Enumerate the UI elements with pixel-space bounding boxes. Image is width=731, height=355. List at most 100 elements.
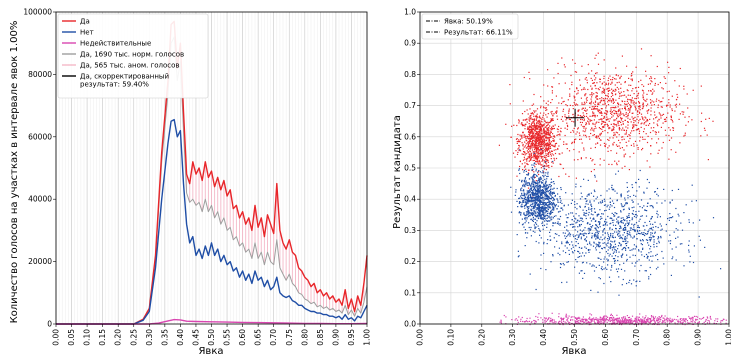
- right-scatter-point: [528, 214, 530, 216]
- right-scatter-point: [615, 268, 618, 270]
- right-scatter-point: [538, 210, 541, 212]
- right-scatter-point: [528, 123, 530, 125]
- right-scatter-point: [669, 106, 671, 108]
- right-scatter-point: [590, 157, 592, 159]
- right-scatter-point: [671, 248, 673, 250]
- right-scatter-point: [595, 95, 597, 97]
- right-scatter-point: [604, 224, 606, 226]
- right-scatter-point: [542, 208, 544, 210]
- right-scatter-point: [586, 96, 588, 99]
- right-scatter-point: [688, 249, 690, 251]
- right-scatter-point: [535, 133, 537, 135]
- right-scatter-point: [538, 159, 540, 161]
- right-y-tick-label: 0.6: [404, 132, 416, 141]
- right-scatter-point: [597, 319, 599, 321]
- right-scatter-point: [650, 110, 652, 112]
- right-scatter-point: [609, 253, 611, 255]
- right-scatter-point: [577, 256, 579, 258]
- right-scatter-point: [523, 156, 525, 158]
- right-scatter-point: [547, 198, 550, 200]
- right-scatter-point: [542, 214, 545, 216]
- right-scatter-point: [540, 217, 543, 219]
- right-scatter-point: [650, 227, 653, 229]
- right-scatter-point: [545, 198, 547, 200]
- right-scatter-point: [698, 321, 700, 323]
- right-scatter-point: [639, 313, 641, 315]
- right-scatter-point: [633, 228, 635, 230]
- right-scatter-point: [603, 121, 605, 123]
- right-scatter-point: [629, 94, 631, 96]
- right-scatter-point: [540, 199, 542, 201]
- right-scatter-point: [580, 158, 582, 160]
- right-scatter-point: [547, 216, 549, 218]
- right-scatter-point: [651, 93, 653, 95]
- right-scatter-point: [546, 125, 548, 127]
- right-scatter-point: [656, 142, 658, 144]
- right-scatter-point: [548, 143, 550, 145]
- right-scatter-point: [627, 319, 629, 321]
- right-scatter-point: [616, 317, 618, 319]
- right-scatter-point: [536, 154, 538, 156]
- right-scatter-point: [639, 109, 641, 111]
- right-scatter-point: [594, 227, 596, 229]
- right-scatter-point: [535, 130, 537, 132]
- right-scatter-point: [551, 153, 553, 155]
- right-scatter-point: [549, 213, 551, 216]
- right-scatter-point: [583, 101, 586, 103]
- right-scatter-point: [675, 220, 677, 222]
- right-scatter-point: [568, 213, 570, 215]
- right-scatter-point: [519, 140, 521, 142]
- right-scatter-point: [537, 135, 539, 137]
- right-scatter-point: [625, 248, 627, 250]
- right-scatter-point: [517, 151, 519, 153]
- right-scatter-point: [657, 317, 659, 319]
- right-scatter-point: [577, 92, 579, 94]
- right-scatter-point: [530, 126, 532, 128]
- right-scatter-point: [593, 112, 595, 114]
- right-scatter-point: [520, 214, 522, 216]
- right-scatter-point: [567, 320, 569, 322]
- right-scatter-point: [549, 213, 551, 215]
- right-scatter-point: [542, 192, 544, 194]
- right-scatter-point: [539, 139, 541, 141]
- right-scatter-point: [626, 232, 628, 234]
- right-scatter-point: [598, 243, 600, 245]
- right-scatter-point: [537, 190, 540, 192]
- right-scatter-point: [599, 158, 601, 160]
- right-scatter-point: [585, 233, 587, 235]
- right-scatter-point: [534, 222, 536, 224]
- right-scatter-point: [668, 158, 670, 160]
- right-scatter-point: [536, 124, 538, 126]
- right-scatter-point: [570, 319, 572, 321]
- right-scatter-point: [540, 186, 542, 188]
- right-scatter-point: [607, 252, 609, 255]
- right-scatter-point: [583, 255, 585, 257]
- right-scatter-point: [536, 207, 538, 209]
- right-scatter-point: [723, 318, 725, 320]
- right-scatter-point: [525, 180, 527, 182]
- right-scatter-point: [605, 82, 607, 84]
- right-scatter-point: [594, 146, 596, 149]
- right-scatter-point: [591, 235, 593, 237]
- right-scatter-point: [527, 152, 529, 154]
- right-scatter-point: [625, 203, 627, 205]
- right-scatter-point: [543, 217, 545, 220]
- right-scatter-point: [604, 319, 606, 321]
- right-scatter-point: [641, 323, 643, 326]
- right-scatter-point: [603, 92, 606, 94]
- right-scatter-point: [668, 90, 670, 92]
- right-scatter-point: [515, 189, 517, 191]
- right-scatter-point: [540, 136, 542, 138]
- right-scatter-point: [532, 136, 534, 138]
- right-scatter-point: [509, 84, 511, 86]
- right-scatter-point: [606, 238, 609, 240]
- right-scatter-point: [582, 320, 584, 322]
- right-scatter-point: [606, 123, 608, 125]
- right-scatter-point: [622, 121, 624, 123]
- right-scatter-point: [534, 136, 536, 138]
- right-scatter-point: [615, 78, 617, 80]
- right-scatter-point: [588, 228, 590, 230]
- right-scatter-point: [571, 81, 573, 83]
- right-scatter-point: [642, 97, 644, 99]
- right-scatter-point: [540, 214, 542, 216]
